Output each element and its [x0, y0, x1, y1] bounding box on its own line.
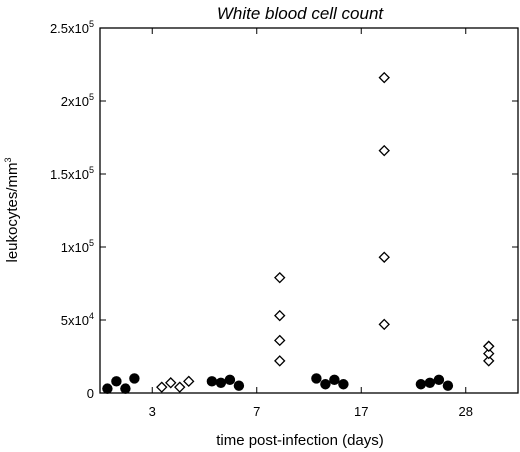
data-point-filled-circle — [233, 380, 245, 391]
y-tick-label-base: 1x10 — [61, 240, 89, 255]
y-tick-label: 2.5x105 — [50, 19, 94, 36]
data-point-filled-circle — [224, 374, 236, 386]
x-axis-label: time post-infection (days) — [216, 432, 384, 449]
data-points — [102, 71, 495, 394]
data-point-filled-circle — [329, 374, 340, 386]
y-tick-label-sup: 5 — [89, 165, 94, 175]
y-tick-label-base: 5x10 — [61, 313, 89, 328]
x-tick-label: 28 — [459, 404, 473, 419]
y-tick-label: 1x105 — [61, 238, 94, 255]
data-point-filled-circle — [215, 377, 227, 388]
data-point-open-diamond — [378, 251, 390, 263]
data-point-open-diamond — [483, 340, 495, 352]
y-tick-label: 2x105 — [61, 92, 94, 109]
x-tick-label: 17 — [354, 404, 368, 419]
data-point-open-diamond — [274, 271, 286, 284]
chart-title: White blood cell count — [217, 4, 385, 23]
data-point-open-diamond — [174, 381, 186, 393]
y-axis-label-base: leukocytes/mm — [4, 162, 21, 262]
data-point-open-diamond — [274, 334, 286, 347]
data-point-filled-circle — [129, 373, 140, 384]
data-point-filled-circle — [442, 380, 454, 391]
data-point-filled-circle — [206, 376, 218, 387]
data-point-open-diamond — [156, 381, 168, 393]
data-point-filled-circle — [111, 376, 122, 387]
data-point-open-diamond — [483, 355, 495, 367]
data-point-filled-circle — [102, 383, 113, 394]
data-point-filled-circle — [311, 373, 322, 384]
y-tick-label-base: 1.5x10 — [50, 167, 89, 182]
data-point-filled-circle — [424, 377, 436, 388]
data-point-open-diamond — [378, 318, 390, 331]
data-point-open-diamond — [483, 347, 495, 360]
data-point-open-diamond — [274, 309, 286, 322]
data-point-filled-circle — [433, 374, 445, 386]
y-tick-label-sup: 5 — [89, 19, 94, 29]
x-tick-label: 7 — [253, 404, 260, 419]
y-axis-label: leukocytes/mm3 — [3, 157, 21, 262]
y-tick-label-base: 2x10 — [61, 94, 89, 109]
x-axis-ticks: 3 7 17 28 — [149, 28, 473, 419]
y-tick-label: 5x104 — [61, 311, 94, 328]
y-tick-label: 1.5x105 — [50, 165, 94, 182]
data-point-open-diamond — [183, 375, 195, 388]
y-tick-label-sup: 5 — [89, 92, 94, 102]
y-tick-label-base: 2.5x10 — [50, 21, 89, 36]
data-point-open-diamond — [378, 144, 390, 157]
y-tick-label-sup: 5 — [89, 238, 94, 248]
y-axis-label-sup: 3 — [3, 157, 13, 162]
data-point-filled-circle — [320, 379, 331, 390]
y-tick-label-base: 0 — [87, 386, 94, 401]
data-point-filled-circle — [120, 383, 131, 394]
y-tick-label: 0 — [87, 386, 94, 401]
data-point-filled-circle — [338, 379, 349, 390]
data-point-open-diamond — [274, 355, 286, 367]
plot-frame — [99, 27, 519, 394]
y-tick-label-sup: 4 — [89, 311, 94, 321]
data-point-open-diamond — [378, 71, 390, 84]
data-point-filled-circle — [415, 379, 427, 390]
x-tick-label: 3 — [149, 404, 156, 419]
data-point-open-diamond — [165, 377, 177, 389]
